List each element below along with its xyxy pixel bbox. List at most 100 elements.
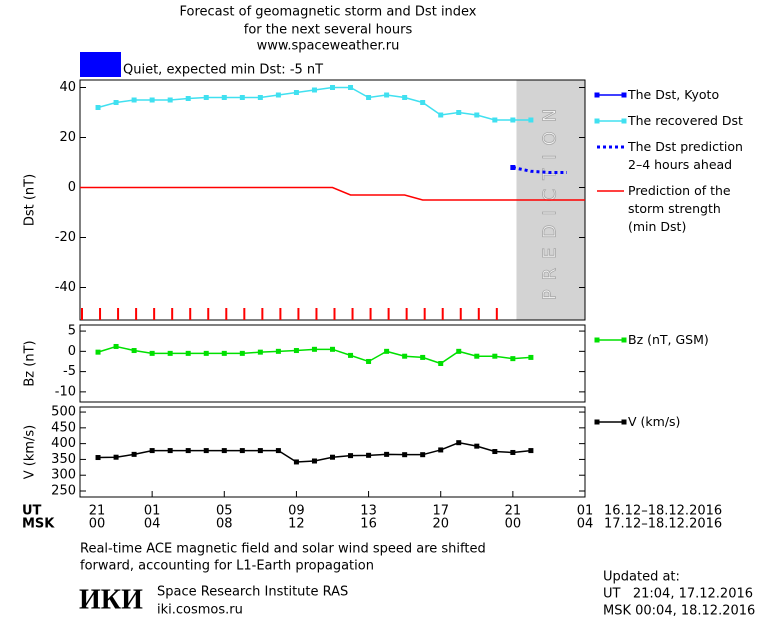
x-row-label: UT — [22, 504, 42, 519]
legend-label: The Dst prediction 2–4 hours ahead — [628, 139, 743, 172]
updated: MSK 00:04, 18.12.2016 — [603, 604, 755, 619]
legend-label: The Dst, Kyoto — [628, 87, 720, 102]
x-row-range: 16.12–18.12.2016 — [604, 504, 722, 519]
point — [366, 95, 372, 100]
plot-frame — [79, 324, 586, 403]
point — [257, 448, 263, 454]
point — [528, 117, 534, 123]
logo: ИКИ — [79, 584, 143, 615]
point — [239, 95, 245, 100]
point — [330, 454, 335, 460]
updated: UT 21:04, 17.12.2016 — [603, 587, 753, 602]
point — [420, 452, 426, 458]
point — [528, 448, 534, 454]
point — [275, 92, 281, 98]
series-line — [80, 186, 585, 201]
point — [131, 451, 137, 457]
point — [113, 343, 119, 349]
point — [438, 361, 444, 366]
y-tick-label: 0 — [68, 180, 76, 195]
point — [384, 451, 390, 457]
point — [203, 448, 209, 454]
y-tick-label: 350 — [51, 452, 76, 467]
legend-label: Prediction of the storm strength (min Ds… — [628, 183, 731, 234]
point — [221, 448, 227, 454]
point — [293, 459, 299, 465]
point — [167, 97, 173, 103]
point — [185, 448, 191, 454]
point — [131, 97, 137, 103]
x-tick-label: 08 — [216, 517, 233, 532]
x-tick-label: 09 — [288, 504, 305, 519]
point — [366, 358, 372, 364]
x-tick-label: 04 — [577, 517, 594, 532]
point — [167, 350, 173, 356]
y-tick-label: -5 — [63, 364, 76, 379]
institute: Space Research Institute RAS — [157, 585, 348, 600]
point — [366, 452, 372, 458]
point — [203, 350, 209, 356]
y-tick-label: 5 — [68, 324, 76, 339]
point — [131, 348, 137, 354]
point — [275, 348, 281, 354]
legend-label: The recovered Dst — [628, 113, 743, 128]
x-tick-label: 00 — [505, 517, 522, 532]
y-axis-label: Dst (nT) — [23, 174, 38, 226]
legend-marker — [621, 92, 627, 98]
point — [510, 356, 516, 362]
point — [492, 449, 498, 455]
point — [510, 117, 516, 123]
point — [257, 349, 263, 355]
y-tick-label: -40 — [55, 280, 76, 295]
point — [330, 85, 335, 90]
y-tick-label: 300 — [51, 468, 76, 483]
point — [474, 353, 480, 359]
x-tick-label: 01 — [144, 504, 161, 519]
title-line: for the next several hours — [244, 23, 413, 38]
legend-marker — [594, 337, 600, 343]
point — [149, 350, 155, 356]
point — [239, 350, 245, 356]
legend-marker — [621, 337, 627, 343]
legend-marker — [594, 419, 600, 425]
point — [402, 452, 408, 458]
point — [95, 455, 101, 461]
x-tick-label: 01 — [577, 504, 594, 519]
point — [95, 349, 101, 355]
x-row-label: MSK — [22, 517, 55, 532]
x-tick-label: 21 — [505, 504, 522, 519]
x-tick-label: 16 — [360, 517, 377, 532]
x-tick-label: 21 — [89, 504, 106, 519]
point — [348, 352, 354, 358]
point — [221, 95, 227, 100]
point — [257, 95, 263, 100]
point — [149, 448, 155, 454]
legend-marker — [594, 92, 600, 98]
point — [185, 96, 191, 101]
point — [293, 90, 299, 95]
status: Quiet, expected min Dst: -5 nT — [123, 63, 323, 78]
x-tick-label: 04 — [144, 517, 161, 532]
point — [456, 440, 462, 446]
legend-label: Bz (nT, GSM) — [628, 332, 709, 347]
x-tick-label: 17 — [432, 504, 449, 519]
point — [492, 117, 498, 123]
point — [402, 95, 408, 100]
point — [311, 346, 317, 352]
point — [438, 112, 444, 118]
point — [149, 97, 155, 103]
point — [384, 348, 390, 354]
title-line: Forecast of geomagnetic storm and Dst in… — [179, 5, 476, 20]
point — [113, 454, 119, 460]
y-axis-label: Bz (nT) — [23, 340, 38, 386]
x-tick-label: 12 — [288, 517, 305, 532]
legend-marker — [594, 118, 600, 124]
y-tick-label: 20 — [59, 130, 76, 145]
updated: Updated at: — [603, 570, 680, 585]
point — [203, 95, 209, 100]
y-tick-label: 40 — [59, 80, 76, 95]
point — [330, 346, 335, 352]
y-tick-label: 250 — [51, 484, 76, 499]
